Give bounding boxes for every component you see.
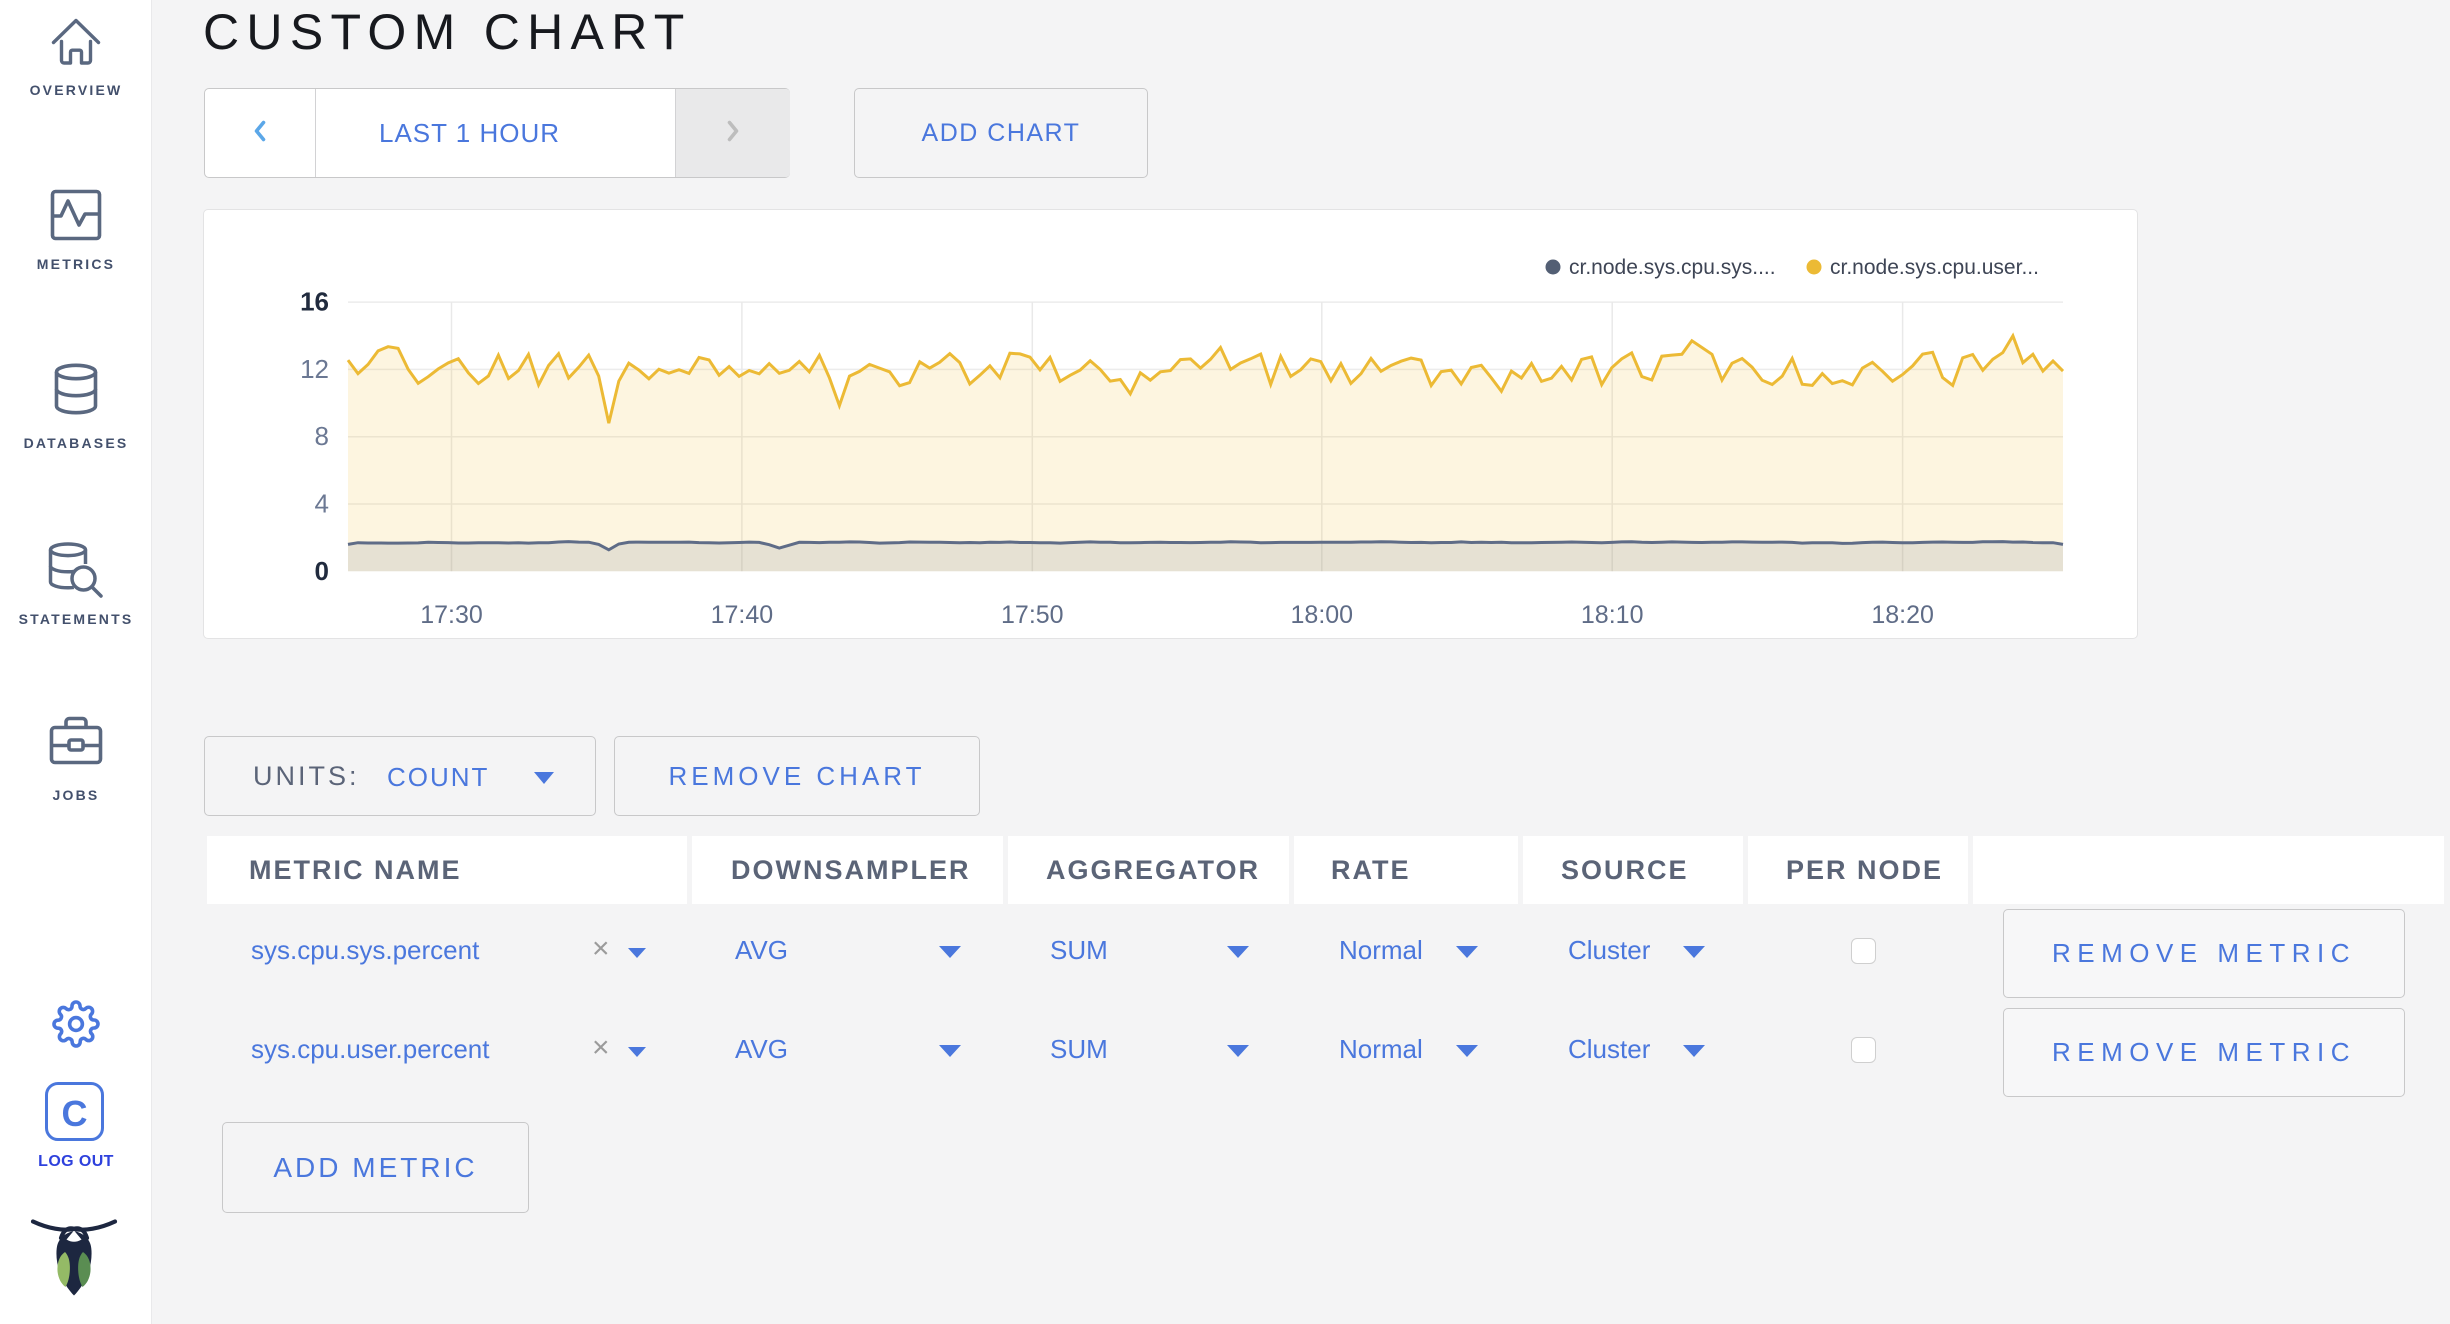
svg-text:cr.node.sys.cpu.user...: cr.node.sys.cpu.user... (1830, 256, 2039, 279)
svg-text:18:00: 18:00 (1291, 601, 1354, 629)
svg-text:18:20: 18:20 (1871, 601, 1934, 629)
svg-text:0: 0 (315, 556, 329, 586)
svg-text:8: 8 (315, 421, 329, 451)
svg-text:17:40: 17:40 (711, 601, 774, 629)
svg-text:17:30: 17:30 (420, 601, 483, 629)
svg-text:16: 16 (300, 287, 329, 317)
svg-text:12: 12 (300, 354, 329, 384)
svg-text:cr.node.sys.cpu.sys....: cr.node.sys.cpu.sys.... (1569, 256, 1776, 279)
svg-text:17:50: 17:50 (1001, 601, 1064, 629)
svg-text:4: 4 (315, 489, 329, 519)
svg-text:18:10: 18:10 (1581, 601, 1644, 629)
